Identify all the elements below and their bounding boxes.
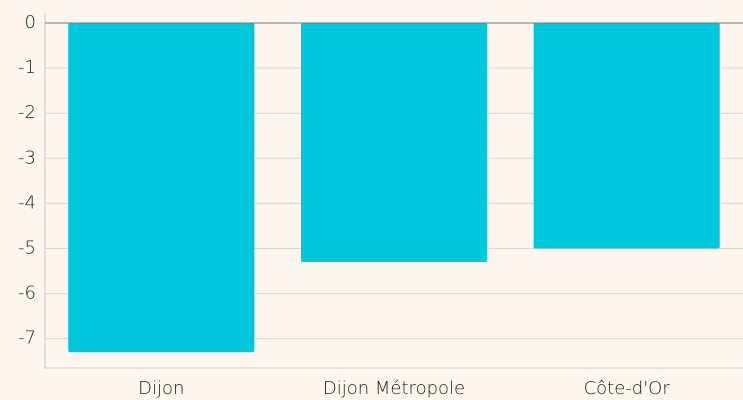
- bar: [300, 23, 488, 263]
- bar: [533, 23, 720, 249]
- x-tick-label: Dijon: [138, 378, 184, 399]
- y-tick-label: 0: [25, 12, 36, 33]
- y-tick-label: -5: [18, 237, 36, 258]
- y-tick-label: -7: [18, 328, 36, 349]
- y-tick-label: -4: [18, 192, 36, 213]
- x-tick-label: Dijon Métropole: [323, 378, 465, 399]
- y-tick-label: -6: [18, 283, 36, 304]
- x-tick-label: Côte-d'Or: [584, 378, 671, 399]
- y-tick-label: -2: [18, 102, 36, 123]
- y-tick-label: -3: [18, 147, 36, 168]
- y-tick-label: -1: [18, 57, 36, 78]
- bar: [68, 23, 255, 353]
